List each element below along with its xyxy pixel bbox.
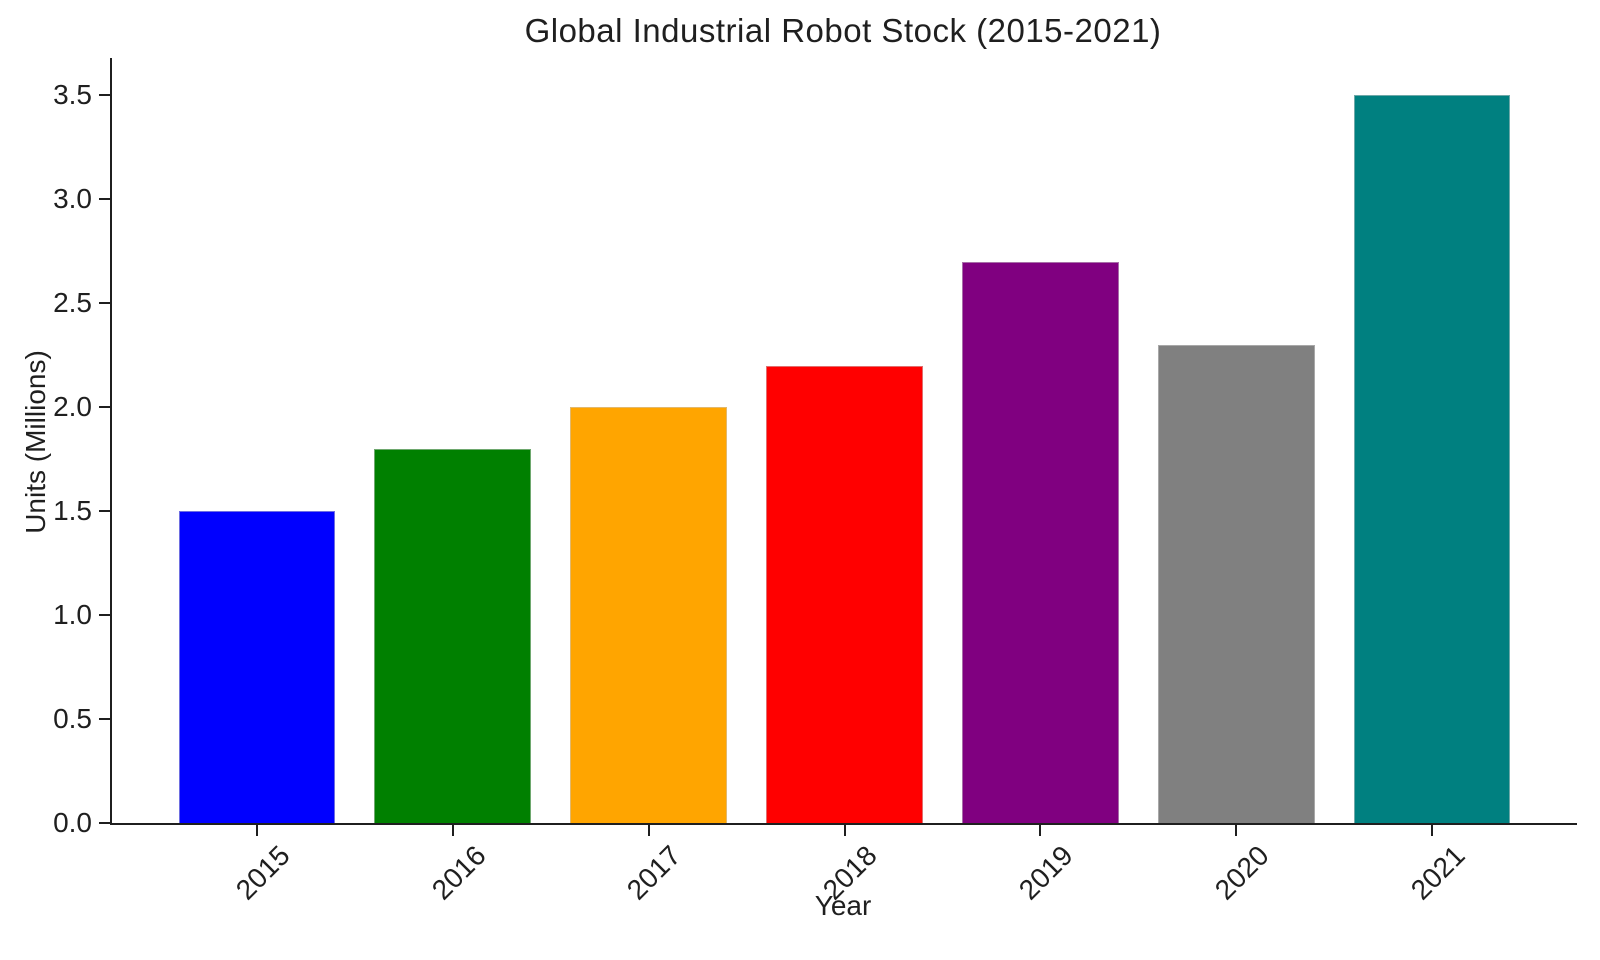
y-tick-mark xyxy=(99,718,110,721)
bar-2016 xyxy=(374,448,532,823)
x-tick-mark xyxy=(451,825,454,836)
x-tick-label-2019: 2019 xyxy=(1012,839,1079,906)
y-tick-label: 2.0 xyxy=(53,391,92,423)
y-tick-mark xyxy=(99,614,110,617)
bar-2020 xyxy=(1157,344,1315,823)
x-tick-mark xyxy=(843,825,846,836)
y-axis-label: Units (Millions) xyxy=(20,350,51,534)
x-tick-mark xyxy=(1235,825,1238,836)
y-tick-mark xyxy=(99,510,110,513)
y-tick-label: 3.5 xyxy=(53,79,92,111)
y-tick-label: 0.5 xyxy=(53,703,92,735)
x-axis-label: Year xyxy=(814,890,872,921)
bar-2019 xyxy=(962,261,1119,823)
bar-2018 xyxy=(766,365,923,823)
y-tick-mark xyxy=(99,302,110,305)
y-tick-mark xyxy=(99,406,110,409)
y-tick-mark xyxy=(99,198,110,201)
x-tick-label-2020: 2020 xyxy=(1208,839,1275,906)
x-tick-mark xyxy=(255,825,258,836)
bar-2017 xyxy=(570,407,727,823)
plot-area: 0.0 0.5 1.0 1.5 2.0 2.5 3.0 3.5 2015 2016 2017 2018… xyxy=(53,58,1577,906)
x-tick-label-2021: 2021 xyxy=(1404,839,1471,906)
bar-2021 xyxy=(1353,95,1511,823)
chart-title: Global Industrial Robot Stock (2015-2021… xyxy=(524,12,1162,49)
x-tick-label-2015: 2015 xyxy=(229,839,296,906)
y-tick-label: 3.0 xyxy=(53,183,92,215)
y-tick-label: 2.5 xyxy=(53,287,92,319)
bar-2015 xyxy=(178,511,336,823)
y-tick-label: 1.0 xyxy=(53,599,92,631)
y-tick-mark xyxy=(99,94,110,97)
x-tick-label-2016: 2016 xyxy=(425,839,492,906)
x-tick-mark xyxy=(1039,825,1042,836)
y-tick-mark xyxy=(99,822,110,824)
x-tick-mark xyxy=(647,825,650,836)
y-tick-label: 0.0 xyxy=(53,807,92,838)
x-tick-label-2017: 2017 xyxy=(621,839,688,906)
y-tick-label: 1.5 xyxy=(53,495,92,527)
x-tick-mark xyxy=(1431,825,1434,836)
